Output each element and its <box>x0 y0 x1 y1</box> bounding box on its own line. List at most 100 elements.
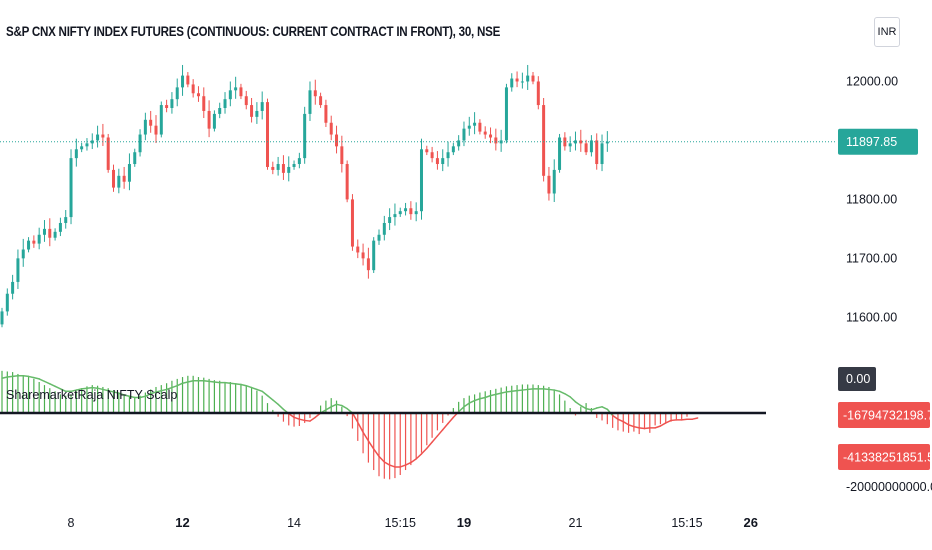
candle-body <box>398 211 402 215</box>
candle <box>568 136 572 152</box>
candle <box>106 133 110 173</box>
time-axis[interactable]: 8 12 14 15:15 19 21 15:15 26 <box>68 515 758 530</box>
candle-body <box>191 84 195 94</box>
candle <box>515 71 519 88</box>
signal-segment <box>118 392 125 396</box>
candle-body <box>255 110 259 117</box>
candle-body <box>430 152 434 159</box>
candle-body <box>48 228 52 238</box>
signal-segment <box>123 394 131 398</box>
candle-body <box>281 164 285 173</box>
signal-segment <box>277 403 285 411</box>
signal-segment <box>293 416 301 420</box>
candle-body <box>292 164 296 167</box>
candle <box>504 83 508 144</box>
signal-segment <box>378 455 386 463</box>
candle <box>393 203 397 226</box>
candle <box>127 153 131 191</box>
signal-segment <box>144 393 152 398</box>
candle <box>149 110 153 133</box>
signal-segment <box>6 375 14 378</box>
candle-body <box>335 134 339 147</box>
candle-body <box>446 152 450 159</box>
indicator-name[interactable]: SharemarketRaja NIFTY Scalp <box>6 388 178 402</box>
signal-segment <box>102 388 109 392</box>
signal-segment <box>11 375 19 378</box>
candle <box>138 129 142 157</box>
candle-body <box>568 143 572 147</box>
candle <box>589 135 593 157</box>
candle <box>64 210 68 229</box>
candle <box>202 87 206 119</box>
signal-segment <box>383 461 391 466</box>
candle-body <box>228 90 232 100</box>
signal-segment <box>654 425 662 429</box>
candle-body <box>223 99 227 109</box>
candle <box>170 92 174 114</box>
signal-segment <box>585 407 593 411</box>
candle <box>489 127 493 144</box>
signal-segment <box>160 388 168 392</box>
zero-value: 0.00 <box>846 372 870 386</box>
candle-body <box>313 90 317 97</box>
candle <box>133 148 137 167</box>
chart-title: S&P CNX NIFTY INDEX FUTURES (CONTINUOUS:… <box>6 24 501 39</box>
candle-body <box>218 108 222 114</box>
indicator-badge-bg-2 <box>838 444 930 470</box>
candle-body <box>58 222 62 232</box>
candle-body <box>122 175 126 182</box>
signal-segment <box>54 385 62 390</box>
candle <box>58 217 62 237</box>
candle <box>212 110 216 132</box>
candle <box>27 237 31 253</box>
indicator-value-1: -16794732198.71 <box>843 409 932 423</box>
candle-body <box>478 122 482 132</box>
signal-segment <box>388 464 396 468</box>
signal-segment <box>426 441 433 450</box>
indicator-value-badge-1: -16794732198.71 <box>838 402 932 428</box>
candle <box>483 126 487 139</box>
candle-body <box>32 240 36 244</box>
candle-body <box>547 175 551 194</box>
signal-segment <box>468 399 476 404</box>
signal-segment <box>128 395 136 399</box>
candle <box>223 92 227 114</box>
candle <box>143 112 147 141</box>
currency-button[interactable]: INR <box>874 17 900 47</box>
price-axis[interactable]: 12000.00 11800.00 11700.00 11600.00 11897.85… <box>838 74 932 494</box>
candle <box>372 237 376 273</box>
signal-segment <box>643 427 651 430</box>
candle <box>457 135 461 151</box>
candle-body <box>154 125 158 135</box>
candle-body <box>531 75 535 82</box>
candle <box>112 164 116 192</box>
candle-body <box>234 87 238 91</box>
candle-body <box>510 78 514 88</box>
candle <box>244 90 248 110</box>
candle-body <box>457 140 461 147</box>
candle <box>154 115 158 144</box>
candle-body <box>202 96 206 111</box>
signal-segment <box>91 386 99 389</box>
signal-segment <box>627 424 635 428</box>
candle-body <box>181 75 185 88</box>
candle-body <box>186 75 190 85</box>
candle-body <box>37 234 41 244</box>
candle-body <box>266 102 269 167</box>
candle <box>398 207 402 217</box>
signal-segment <box>516 389 524 392</box>
signal-segment <box>601 406 609 411</box>
signal-segment <box>80 387 88 390</box>
candle <box>329 115 333 141</box>
signal-segment <box>38 378 46 383</box>
candle <box>419 138 423 220</box>
candle-body <box>319 96 323 106</box>
signal-segment <box>569 396 577 403</box>
signal-segment <box>139 395 147 399</box>
signal-segment <box>691 417 699 420</box>
signal-segment <box>75 388 83 391</box>
candle-body <box>377 234 381 241</box>
indicator-value-badge-2: -41338251851.55 <box>838 444 932 470</box>
signal-segment <box>665 419 672 424</box>
